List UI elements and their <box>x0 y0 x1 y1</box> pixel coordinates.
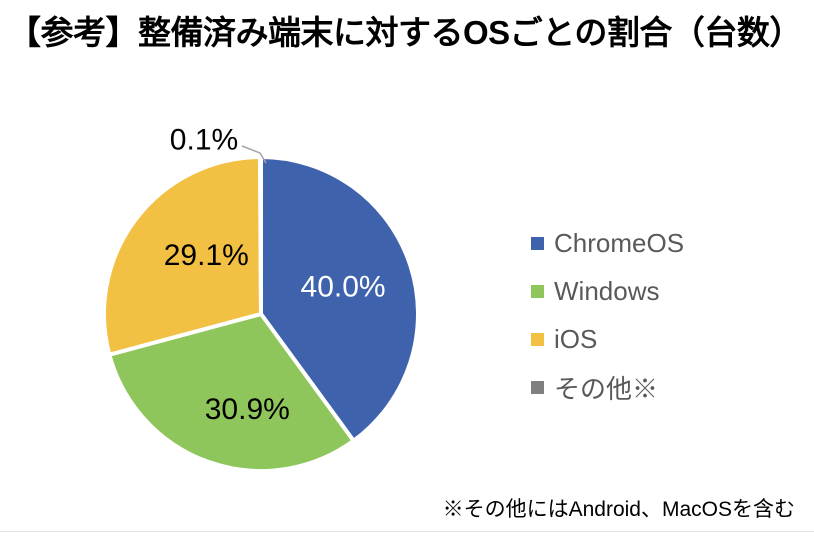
pie-label-Windows: 30.9% <box>205 393 290 426</box>
pie-slice-iOS <box>102 155 263 357</box>
pie-slice-Windows <box>107 312 356 473</box>
pie-slice-ChromeOS <box>259 155 420 443</box>
legend-label: ChromeOS <box>554 227 685 258</box>
legend-item-Windows: Windows <box>531 267 684 315</box>
bottom-divider <box>0 531 814 532</box>
pie-label-iOS: 29.1% <box>164 239 249 272</box>
pie-label-その他※: 0.1% <box>170 124 238 157</box>
pie-label-ChromeOS: 40.0% <box>301 271 386 304</box>
footnote: ※その他にはAndroid、MacOSを含む <box>442 498 795 521</box>
legend-item-その他※: その他※ <box>531 363 684 411</box>
legend: ChromeOS Windows iOS その他※ <box>531 219 684 411</box>
legend-item-iOS: iOS <box>531 315 684 363</box>
leader-line-その他※ <box>241 145 267 164</box>
legend-swatch-icon <box>531 284 544 298</box>
legend-swatch-icon <box>531 380 544 394</box>
legend-label: iOS <box>554 323 598 354</box>
legend-item-ChromeOS: ChromeOS <box>531 219 684 267</box>
legend-label: その他※ <box>554 373 659 404</box>
legend-swatch-icon <box>531 236 544 250</box>
legend-label: Windows <box>554 275 660 306</box>
pie-slice-その他※ <box>258 154 263 316</box>
legend-swatch-icon <box>531 332 544 346</box>
page-title: 【参考】整備済み端末に対するOSごとの割合（台数） <box>8 14 802 51</box>
